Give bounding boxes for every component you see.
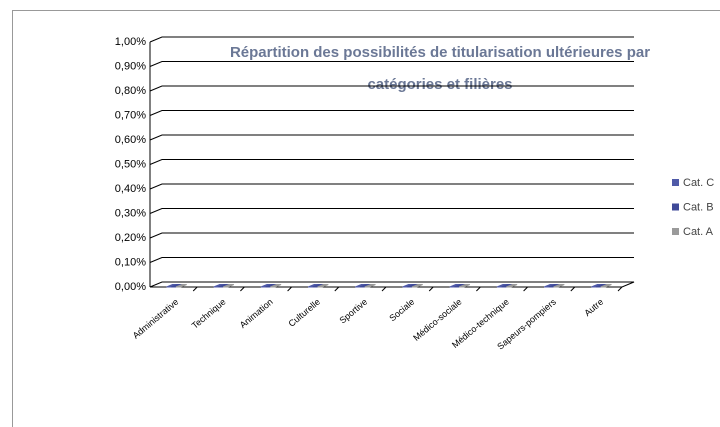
y-tick-label: 0,70% — [115, 109, 146, 121]
legend-label: Cat. C — [683, 177, 714, 189]
grid-line — [149, 110, 634, 116]
y-tick-label: 0,40% — [115, 183, 146, 195]
bar — [364, 284, 376, 288]
x-tick — [428, 286, 434, 292]
chart-title: catégories et filières — [367, 76, 512, 93]
x-tick — [381, 286, 387, 292]
y-tick-label: 0,90% — [115, 60, 146, 72]
x-tick — [523, 286, 528, 292]
x-tick — [617, 286, 623, 292]
bar — [600, 284, 612, 288]
bar — [175, 284, 187, 288]
grid-line — [149, 36, 634, 43]
grid-line — [149, 232, 634, 239]
bar — [506, 284, 518, 288]
bar — [222, 284, 235, 288]
grid-line — [149, 257, 634, 263]
legend-label: Cat. B — [683, 201, 714, 213]
chart-title: Répartition des possibilités de titulari… — [230, 44, 650, 61]
y-tick-label: 0,30% — [115, 207, 146, 219]
legend-swatch — [672, 179, 679, 186]
legend-swatch — [672, 203, 679, 211]
x-tick — [240, 286, 245, 292]
legend-label: Cat. A — [683, 226, 714, 238]
y-tick-label: 0,20% — [115, 232, 146, 244]
y-tick-label: 0,60% — [115, 134, 146, 146]
grid-line — [149, 159, 634, 165]
grid-line — [149, 183, 634, 190]
legend-swatch — [672, 228, 679, 235]
grid-line — [149, 61, 634, 67]
y-tick-label: 0,50% — [115, 158, 146, 170]
grid-line — [149, 208, 634, 214]
bar — [411, 284, 423, 288]
bar — [458, 284, 471, 288]
y-tick-label: 0,10% — [115, 256, 146, 268]
x-tick — [192, 286, 198, 292]
chart-frame — [12, 10, 720, 427]
x-tick — [476, 286, 481, 292]
bar — [553, 284, 565, 288]
y-tick-label: 0,00% — [115, 281, 146, 293]
x-tick — [334, 286, 340, 292]
grid-line — [149, 134, 634, 141]
bar — [270, 284, 282, 288]
y-tick-label: 1,00% — [115, 36, 146, 48]
x-tick — [287, 286, 292, 292]
bar — [317, 284, 329, 288]
y-tick-label: 0,80% — [115, 85, 146, 97]
x-tick — [570, 286, 576, 292]
grid-line — [149, 281, 634, 288]
grid-line — [149, 85, 634, 92]
